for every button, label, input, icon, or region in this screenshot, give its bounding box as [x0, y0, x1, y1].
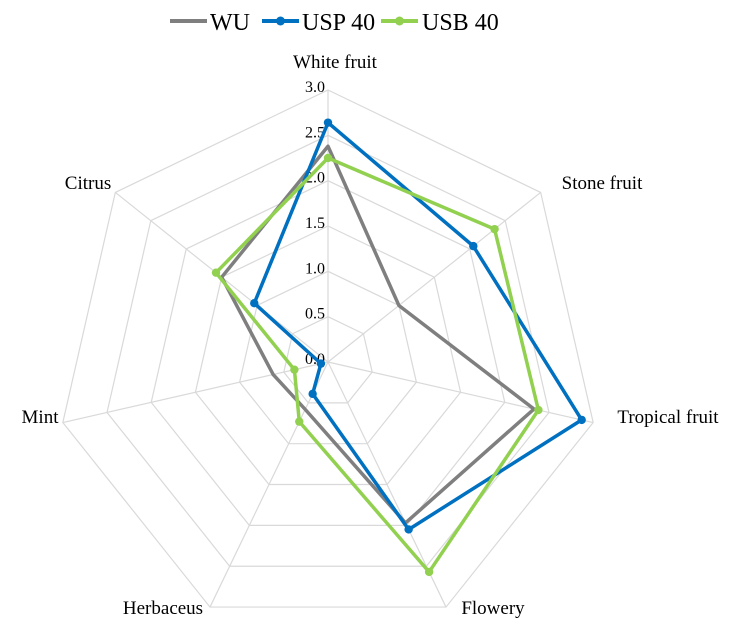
tick-label: 3.0 [305, 79, 325, 96]
radar-grid [62, 89, 594, 608]
data-point [490, 224, 499, 234]
radar-axis-labels: White fruit Stone fruit Tropical fruit Flow… [22, 52, 720, 619]
series-line [219, 144, 536, 525]
legend-label: USB 40 [422, 10, 499, 36]
data-point [211, 268, 221, 277]
data-point [250, 299, 259, 308]
grid-spoke [327, 191, 542, 363]
data-point [323, 153, 333, 163]
grid-ring [106, 134, 550, 567]
legend-item: USB 40 [381, 10, 499, 36]
radar-series [211, 118, 586, 577]
data-point [404, 525, 413, 534]
data-point [316, 359, 326, 368]
grid-ring [62, 89, 594, 608]
axis-label: Tropical fruit [617, 407, 719, 428]
series-wu [219, 144, 536, 525]
legend-label: USP 40 [302, 10, 375, 36]
data-point [308, 389, 317, 399]
radar-spokes [62, 90, 594, 608]
legend-marker [395, 16, 404, 26]
data-point [577, 415, 586, 425]
tick-label: 1.0 [305, 260, 325, 277]
axis-label: Stone fruit [562, 173, 643, 194]
grid-spoke [209, 361, 329, 608]
data-point [295, 417, 304, 426]
axis-label: Mint [22, 407, 60, 428]
tick-label: 2.5 [305, 124, 325, 141]
axis-label: Herbaceus [123, 598, 203, 619]
axis-label: Citrus [65, 173, 111, 194]
data-point [323, 118, 333, 127]
series-line [252, 120, 584, 532]
legend-marker [276, 16, 285, 26]
legend-item: WU [170, 10, 250, 36]
grid-spoke [62, 361, 329, 424]
tick-label: 0.5 [305, 306, 325, 323]
grid-ring [283, 316, 373, 404]
legend-item: USP 40 [262, 10, 375, 36]
chart-legend: WU USP 40 USB 40 [170, 10, 499, 36]
series-line [214, 156, 541, 574]
axis-label: White fruit [293, 52, 378, 73]
data-point [469, 241, 478, 251]
data-point [290, 365, 299, 374]
radar-tick-labels: 0.00.51.01.52.02.53.0 [305, 79, 325, 368]
legend-label: WU [210, 10, 250, 36]
grid-spoke [327, 361, 594, 424]
tick-label: 1.5 [305, 215, 325, 232]
series-usb-40 [211, 153, 543, 577]
axis-label: Flowery [461, 598, 525, 619]
series-usp-40 [250, 118, 586, 534]
data-point [534, 405, 543, 415]
tick-label: 2.0 [305, 170, 325, 187]
grid-ring [150, 180, 506, 526]
data-point [424, 567, 434, 577]
grid-ring [194, 225, 462, 486]
